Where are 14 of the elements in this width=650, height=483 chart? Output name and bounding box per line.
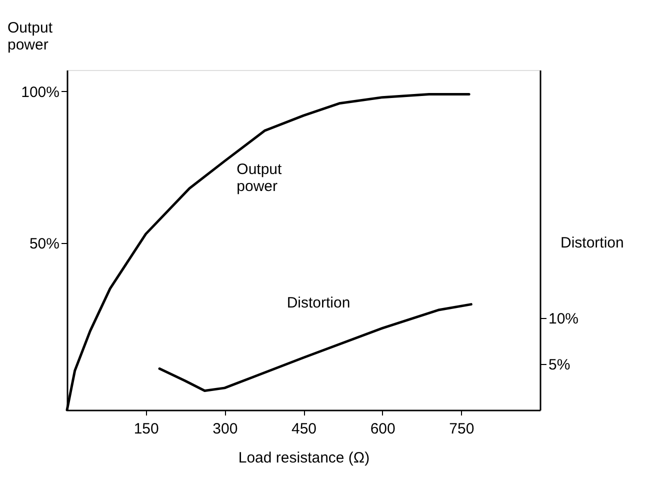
y2-axis-title: Distortion bbox=[560, 234, 624, 252]
y2-tick-label: 5% bbox=[548, 356, 570, 374]
y-tick-label: 100% bbox=[21, 84, 60, 101]
y-axis-title: Output power bbox=[8, 20, 54, 54]
x-tick-label: 300 bbox=[212, 420, 238, 438]
x-axis-title: Load resistance (Ω) bbox=[238, 450, 370, 466]
series-label: Output power bbox=[236, 161, 283, 196]
x-tick-label: 450 bbox=[291, 420, 317, 438]
series-label: Distortion bbox=[286, 294, 350, 312]
x-tick-label: 150 bbox=[134, 420, 159, 438]
x-tick-label: 750 bbox=[449, 420, 474, 438]
y2-tick-label: 10% bbox=[548, 310, 579, 328]
x-tick-label: 600 bbox=[370, 420, 396, 438]
y-tick-label: 50% bbox=[29, 236, 60, 253]
